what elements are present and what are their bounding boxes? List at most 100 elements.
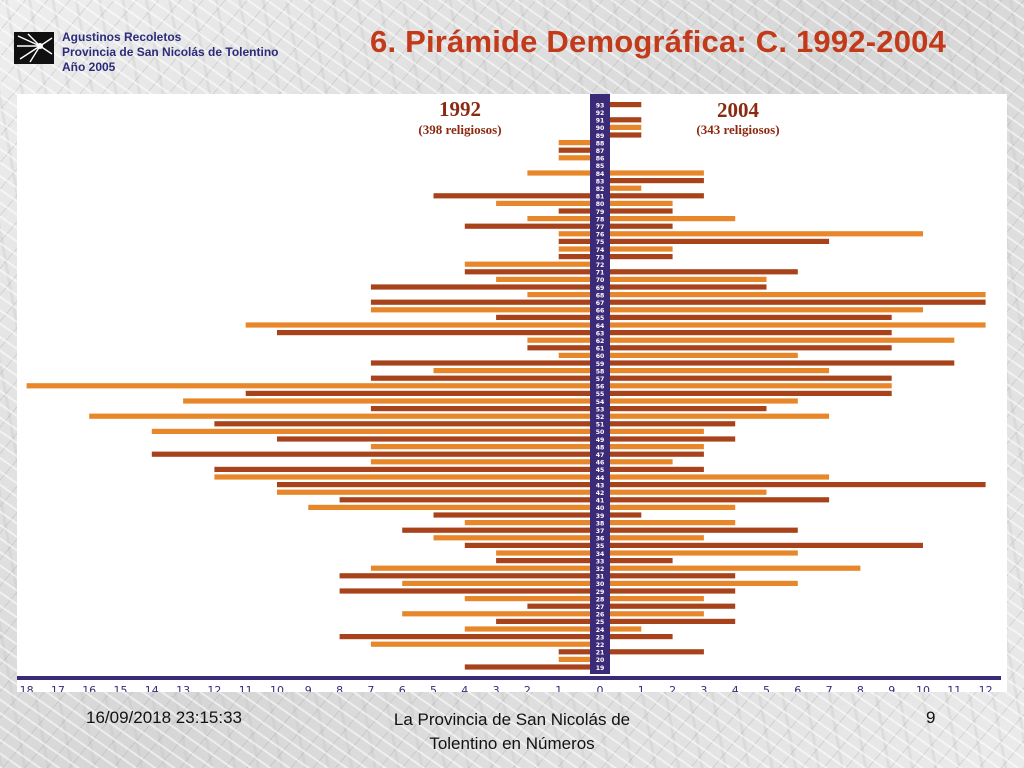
bar-1992-age-41 [339, 497, 590, 503]
bar-1992-age-65 [496, 314, 590, 320]
bar-2004-age-67 [610, 299, 986, 305]
bar-2004-age-38 [610, 520, 736, 526]
pyramid-svg: 9392919089888786858483828180797877767574… [17, 94, 1001, 692]
age-label-23: 23 [596, 634, 605, 641]
age-label-66: 66 [596, 308, 605, 315]
bar-1992-age-26 [402, 611, 590, 617]
x-tick-right-5: 5 [763, 684, 770, 692]
x-tick-group: 18 17 16 15 14 13 12 11 10 9 8 7 6 5 4 3 2 1 0 1 2 3 4 5 6 7 8 9 10 1… [20, 684, 993, 692]
bar-1992-age-22 [370, 641, 590, 647]
bar-1992-age-36 [433, 535, 590, 541]
bar-1992-age-39 [433, 512, 590, 518]
x-tick-right-11: 11 [947, 684, 961, 692]
slide-title: 6. Pirámide Demográfica: C. 1992-2004 [370, 24, 947, 59]
age-label-92: 92 [596, 110, 605, 117]
bar-2004-age-47 [610, 451, 704, 457]
bar-1992-age-80 [496, 200, 590, 206]
bar-2004-age-77 [610, 223, 673, 229]
bar-1992-age-50 [151, 428, 591, 434]
bar-2004-age-48 [610, 444, 704, 450]
bar-group [26, 102, 986, 670]
bar-2004-age-26 [610, 611, 704, 617]
organization-block: Agustinos Recoletos Provincia de San Nic… [62, 30, 279, 75]
bar-1992-age-67 [370, 299, 590, 305]
bar-1992-age-43 [277, 482, 590, 488]
bar-2004-age-52 [610, 413, 830, 419]
age-label-78: 78 [596, 216, 605, 223]
x-tick-left-9: 9 [305, 684, 312, 692]
bar-1992-age-37 [402, 527, 590, 533]
bar-1992-age-48 [370, 444, 590, 450]
x-tick-left-11: 11 [239, 684, 253, 692]
bar-1992-age-19 [464, 664, 590, 670]
bar-1992-age-57 [370, 375, 590, 381]
bar-2004-age-91 [610, 117, 642, 123]
age-label-52: 52 [596, 414, 605, 421]
bar-2004-age-58 [610, 368, 830, 374]
bar-1992-age-79 [558, 208, 590, 214]
age-label-91: 91 [596, 118, 605, 125]
bar-2004-age-82 [610, 185, 642, 191]
age-label-76: 76 [596, 232, 605, 239]
age-label-83: 83 [596, 178, 605, 185]
bar-2004-age-37 [610, 527, 798, 533]
x-tick-left-2: 2 [524, 684, 531, 692]
bar-1992-age-52 [89, 413, 590, 419]
bar-1992-age-46 [370, 459, 590, 465]
x-tick-left-12: 12 [207, 684, 221, 692]
age-label-26: 26 [596, 612, 605, 619]
bar-1992-age-72 [464, 261, 590, 267]
age-label-27: 27 [596, 604, 605, 611]
bar-2004-age-53 [610, 406, 767, 412]
age-label-28: 28 [596, 596, 605, 603]
x-tick-right-12: 12 [979, 684, 993, 692]
bar-2004-age-50 [610, 428, 704, 434]
bar-2004-age-84 [610, 170, 704, 176]
age-label-93: 93 [596, 102, 605, 109]
bar-2004-age-78 [610, 216, 736, 222]
age-label-25: 25 [596, 619, 605, 626]
age-label-32: 32 [596, 566, 605, 573]
age-label-59: 59 [596, 361, 605, 368]
bar-2004-age-74 [610, 246, 673, 252]
age-label-73: 73 [596, 254, 605, 261]
age-label-34: 34 [596, 551, 605, 558]
page-number: 9 [926, 708, 936, 727]
bar-1992-age-24 [464, 626, 590, 632]
age-label-63: 63 [596, 330, 605, 337]
bar-1992-age-49 [277, 436, 590, 442]
age-label-77: 77 [596, 224, 605, 231]
bar-1992-age-69 [370, 284, 590, 290]
bar-1992-age-21 [558, 649, 590, 655]
age-label-79: 79 [596, 209, 605, 216]
bar-2004-age-35 [610, 542, 923, 548]
age-label-85: 85 [596, 163, 605, 170]
bar-2004-age-71 [610, 269, 798, 275]
bar-1992-age-81 [433, 193, 590, 199]
series-1992-label: 1992 [439, 97, 481, 121]
age-label-54: 54 [596, 399, 605, 406]
bar-1992-age-62 [527, 337, 590, 343]
x-tick-left-5: 5 [430, 684, 437, 692]
age-label-24: 24 [596, 627, 605, 634]
bar-2004-age-44 [610, 474, 830, 480]
bar-2004-age-39 [610, 512, 642, 518]
bar-1992-age-75 [558, 238, 590, 244]
bar-1992-age-74 [558, 246, 590, 252]
bar-1992-age-58 [433, 368, 590, 374]
bar-2004-age-80 [610, 200, 673, 206]
bar-1992-age-61 [527, 345, 590, 351]
age-label-39: 39 [596, 513, 605, 520]
age-label-60: 60 [596, 353, 605, 360]
bar-2004-age-59 [610, 360, 955, 366]
bar-2004-age-24 [610, 626, 642, 632]
bar-1992-age-25 [496, 618, 590, 624]
bar-2004-age-33 [610, 558, 673, 564]
bar-2004-age-90 [610, 124, 642, 130]
bar-2004-age-81 [610, 193, 704, 199]
age-label-81: 81 [596, 194, 605, 201]
age-label-30: 30 [596, 581, 605, 588]
age-label-68: 68 [596, 292, 605, 299]
x-tick-left-6: 6 [399, 684, 406, 692]
age-label-48: 48 [596, 444, 605, 451]
